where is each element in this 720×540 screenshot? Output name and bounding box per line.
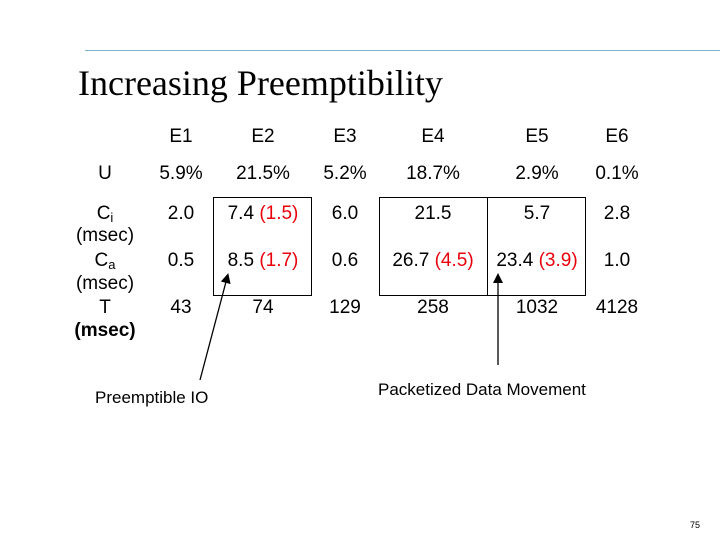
row-label-ci-main: C	[96, 203, 111, 224]
column-header-e4: E4	[421, 126, 445, 147]
table-cell-ca-e5-value: 23.4	[496, 250, 534, 271]
table-cell-t-e1: 43	[170, 297, 192, 318]
column-header-e3: E3	[333, 126, 357, 147]
title-rule	[85, 50, 720, 51]
table-cell-u-e1: 5.9%	[159, 163, 203, 184]
table-cell-ci-e5: 5.7	[523, 203, 551, 224]
table-cell-ca-e4: 26.7 (4.5)	[392, 250, 473, 272]
table-cell-u-e2: 21.5%	[236, 163, 290, 184]
e2-box-left	[213, 197, 214, 296]
row-unit-ca: (msec)	[75, 273, 135, 294]
e2-box-bottom	[213, 295, 312, 296]
table-cell-ci-e2-preemptible: (1.5)	[259, 203, 299, 224]
caption-preemptible-io: Preemptible IO	[95, 388, 209, 407]
column-header-e5: E5	[525, 126, 549, 147]
slide-title: Increasing Preemptibility	[78, 63, 443, 103]
table-cell-ca-e6: 1.0	[603, 250, 631, 271]
column-header-e1: E1	[169, 126, 193, 147]
table-cell-ca-e3: 0.6	[331, 250, 359, 271]
row-label-ca: Ca	[95, 250, 116, 276]
table-cell-ci-e1: 2.0	[167, 203, 195, 224]
e4e5-box-divider	[487, 197, 488, 296]
table-cell-ca-e5-packetized: (3.9)	[538, 250, 578, 271]
column-header-e6: E6	[605, 126, 629, 147]
table-cell-u-e4: 18.7%	[406, 163, 460, 184]
table-cell-ci-e2: 7.4 (1.5)	[228, 203, 299, 225]
table-cell-u-e3: 5.2%	[323, 163, 367, 184]
table-cell-t-e2: 74	[252, 297, 274, 318]
column-header-e2: E2	[251, 126, 275, 147]
table-cell-ca-e5: 23.4 (3.9)	[496, 250, 577, 272]
row-unit-ci: (msec)	[75, 225, 135, 246]
e4e5-box-bottom	[379, 295, 586, 296]
table-cell-ca-e1: 0.5	[167, 250, 195, 271]
table-cell-u-e5: 2.9%	[515, 163, 559, 184]
page-number: 75	[690, 520, 701, 530]
e2-box-right	[311, 197, 312, 296]
table-cell-ca-e4-value: 26.7	[392, 250, 430, 271]
e4e5-box-right	[585, 197, 586, 296]
table-cell-ci-e6: 2.8	[603, 203, 631, 224]
table-cell-ca-e2-preemptible: (1.7)	[259, 250, 299, 271]
table-cell-t-e4: 258	[417, 297, 449, 318]
table-cell-u-e6: 0.1%	[595, 163, 639, 184]
row-label-ca-sub: a	[108, 257, 116, 272]
e4e5-box-top	[379, 197, 586, 198]
e4e5-box-left	[379, 197, 380, 296]
table-cell-ci-e4: 21.5	[414, 203, 452, 224]
table-cell-ca-e2: 8.5 (1.7)	[228, 250, 299, 272]
row-label-ci-sub: i	[110, 210, 114, 225]
row-label-ca-main: C	[94, 250, 109, 271]
table-cell-t-e5: 1032	[515, 297, 559, 318]
caption-packetized-data-movement: Packetized Data Movement	[378, 380, 586, 399]
row-label-u: U	[98, 163, 112, 184]
row-label-ci: Ci	[97, 203, 114, 229]
row-unit-t: (msec)	[74, 320, 136, 341]
e2-box-top	[213, 197, 312, 198]
table-cell-ca-e2-value: 8.5	[227, 250, 255, 271]
table-cell-t-e6: 4128	[595, 297, 639, 318]
table-cell-ci-e3: 6.0	[331, 203, 359, 224]
table-cell-t-e3: 129	[329, 297, 361, 318]
row-label-t: T	[99, 297, 111, 318]
table-cell-ca-e4-packetized: (4.5)	[434, 250, 474, 271]
table-cell-ci-e2-value: 7.4	[227, 203, 255, 224]
